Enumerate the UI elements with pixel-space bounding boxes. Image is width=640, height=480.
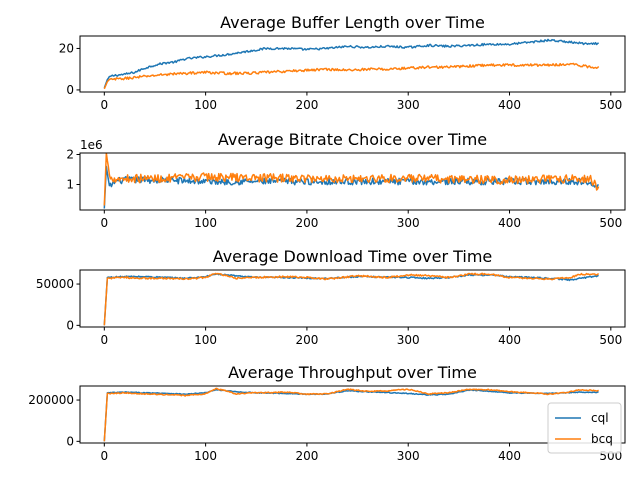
- y-tick-label: 0: [66, 434, 74, 448]
- y-tick-label: 2: [66, 148, 74, 162]
- y-tick-label: 0: [66, 318, 74, 332]
- legend-label-cql: cql: [591, 411, 609, 425]
- series-line-cql: [103, 38, 600, 89]
- y-tick-label: 50000: [36, 277, 74, 291]
- x-tick-label: 500: [599, 333, 622, 347]
- x-tick-label: 300: [397, 98, 420, 112]
- x-tick-label: 200: [295, 216, 318, 230]
- x-tick-label: 100: [194, 216, 217, 230]
- legend-box: [547, 402, 622, 454]
- subplot-4: Average Throughput over Time 0 100 200 300 40…: [28, 363, 626, 463]
- y-tick-label: 0: [66, 83, 74, 97]
- legend-label-bcq: bcq: [591, 432, 613, 446]
- x-tick-label: 200: [295, 333, 318, 347]
- x-tick-label: 300: [397, 449, 420, 463]
- x-tick-label: 300: [397, 333, 420, 347]
- subplot-3: Average Download Time over Time 0 100 200 30…: [36, 247, 626, 347]
- x-tick-label: 200: [295, 98, 318, 112]
- x-tick-label: 0: [100, 98, 108, 112]
- y-tick-label: 20: [59, 41, 74, 55]
- x-tick-label: 300: [397, 216, 420, 230]
- axes-frame: [79, 269, 626, 328]
- y-offset-label: 1e6: [80, 138, 103, 152]
- x-tick-label: 500: [599, 98, 622, 112]
- legend: cql bcq: [547, 402, 622, 454]
- x-tick-label: 0: [100, 449, 108, 463]
- x-tick-label: 100: [194, 98, 217, 112]
- subplot-title: Average Bitrate Choice over Time: [218, 130, 487, 149]
- x-tick-label: 400: [498, 216, 521, 230]
- x-tick-label: 500: [599, 216, 622, 230]
- x-tick-label: 400: [498, 333, 521, 347]
- x-tick-label: 200: [295, 449, 318, 463]
- axes-frame: [79, 152, 626, 211]
- series-line-cql: [103, 388, 599, 442]
- subplot-title: Average Download Time over Time: [213, 247, 493, 266]
- series-line-bcq: [103, 62, 600, 90]
- y-tick-label: 1: [66, 178, 74, 192]
- x-tick-label: 0: [100, 333, 108, 347]
- series-line-bcq: [103, 272, 600, 326]
- x-tick-label: 400: [498, 449, 521, 463]
- x-tick-label: 100: [194, 333, 217, 347]
- series-line-bcq: [103, 387, 599, 442]
- x-tick-label: 400: [498, 98, 521, 112]
- subplot-title: Average Buffer Length over Time: [220, 13, 485, 32]
- x-tick-label: 0: [100, 216, 108, 230]
- series-line-bcq: [103, 153, 600, 206]
- axes-frame: [79, 35, 626, 93]
- subplot-2: Average Bitrate Choice over Time 0 100 200 3…: [66, 130, 626, 230]
- y-tick-label: 200000: [28, 393, 74, 407]
- x-tick-label: 100: [194, 449, 217, 463]
- subplot-title: Average Throughput over Time: [228, 363, 477, 382]
- axes-frame: [79, 385, 626, 444]
